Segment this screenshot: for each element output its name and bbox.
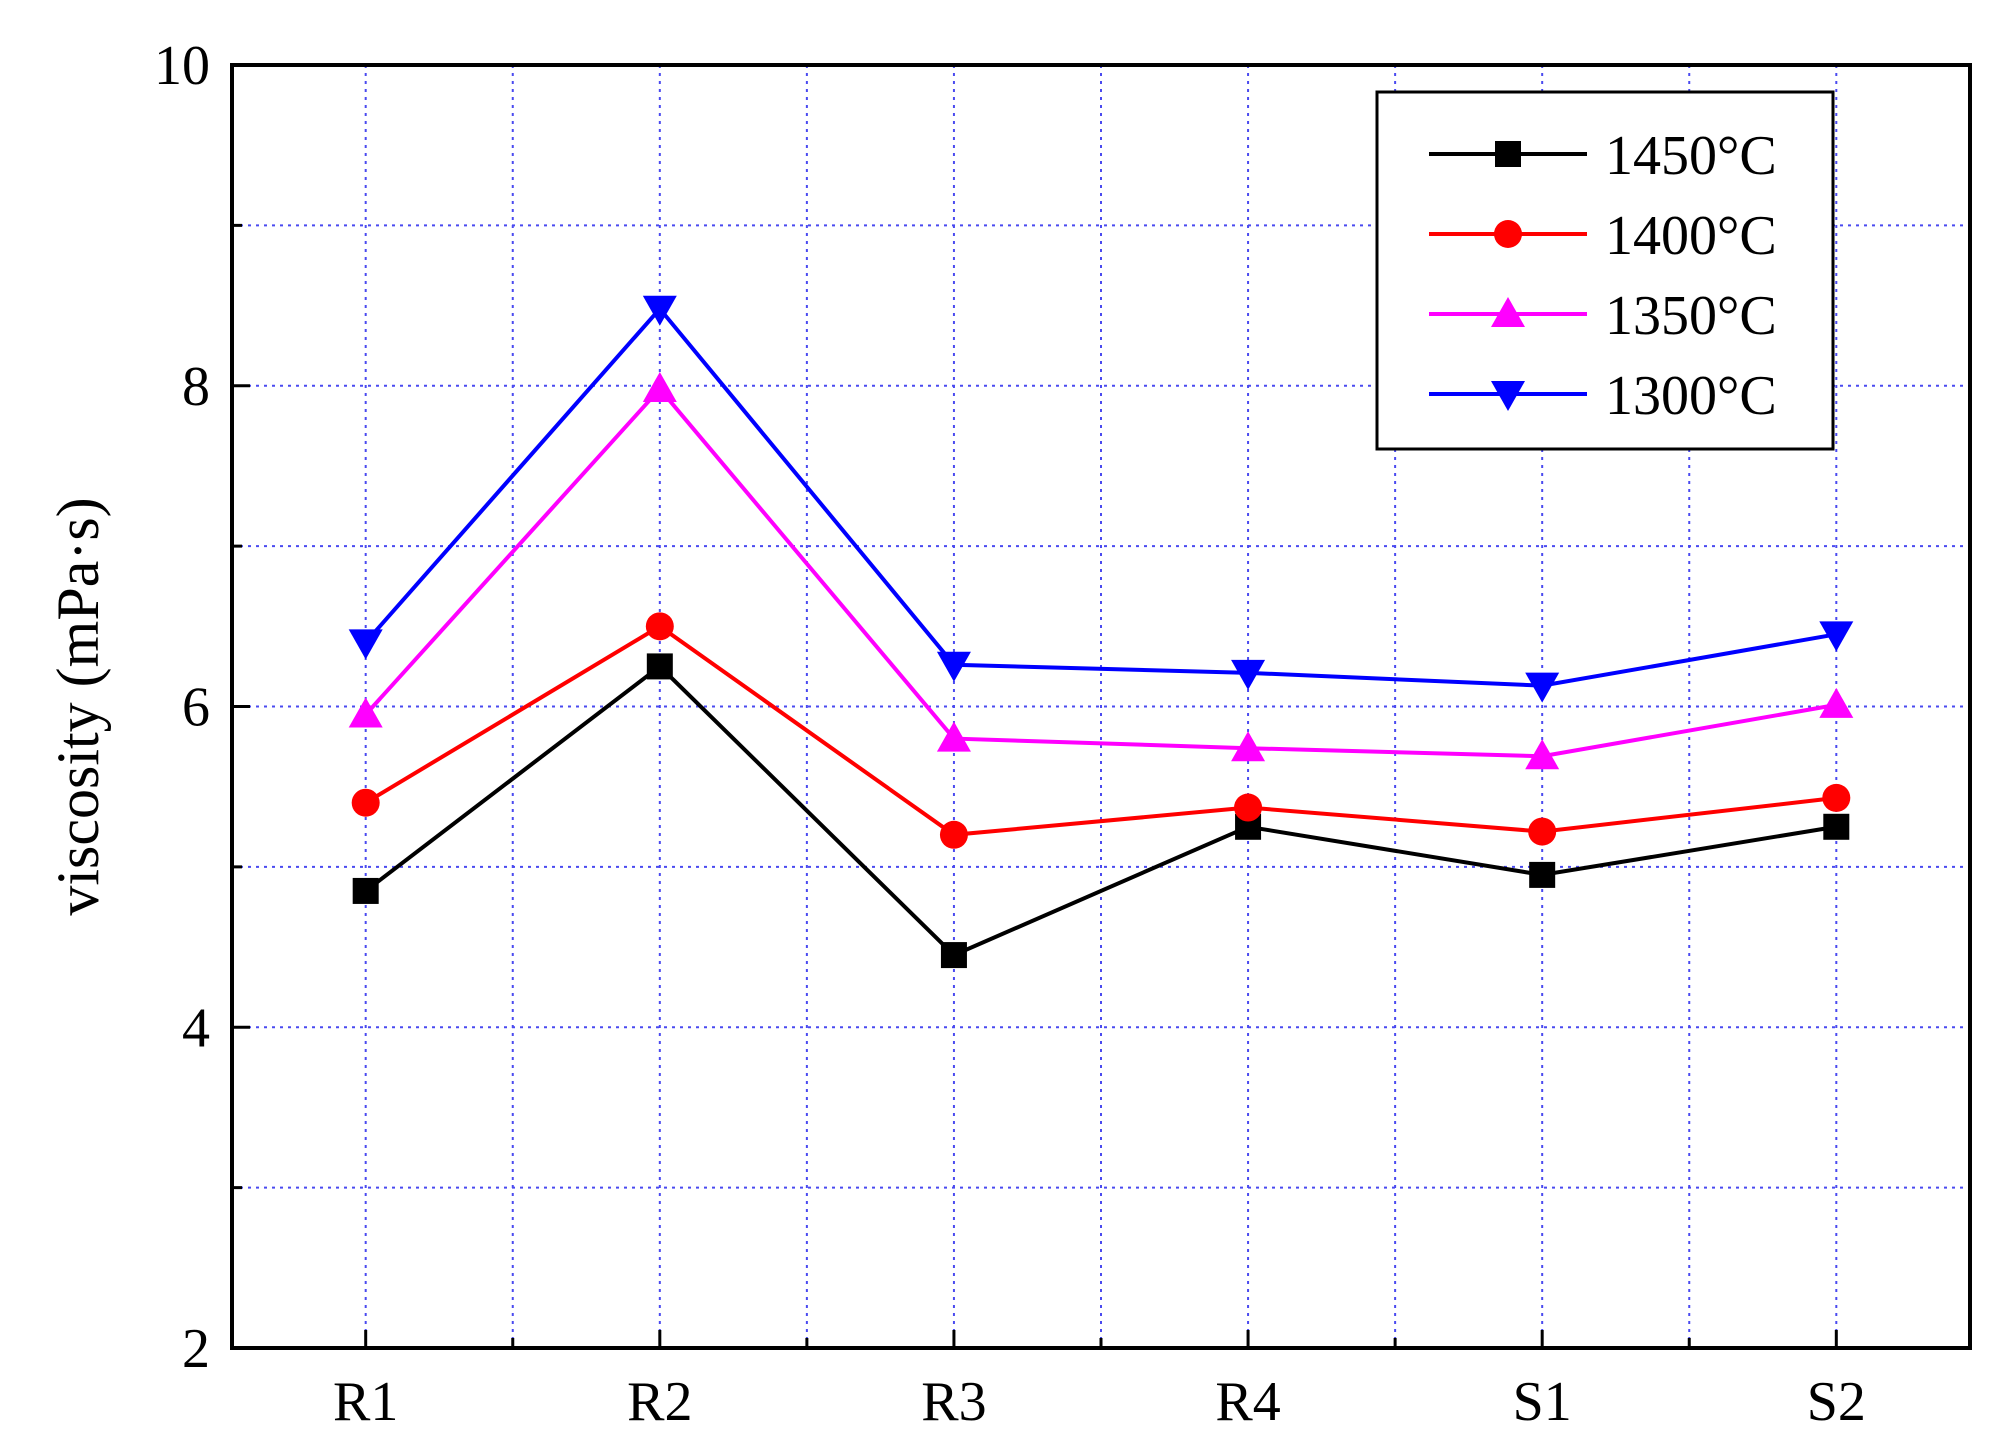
series-line [364,623,1837,837]
data-point [1823,813,1850,840]
y-tick-label: 10 [154,35,210,97]
legend-label: 1400°C [1605,205,1777,267]
data-point [1819,687,1854,718]
legend: 1450°C 1400°C 1350°C 1300°C [1375,90,1835,451]
grid [232,64,1970,1349]
series-line [364,385,1837,759]
series-3 [348,295,1854,703]
x-tick-label: S1 [1513,1371,1572,1433]
legend-item: 1300°C [1429,365,1777,427]
legend-label: 1350°C [1605,285,1777,347]
data-point [1525,739,1560,770]
data-point [642,295,677,326]
x-tick-label: S2 [1807,1371,1866,1433]
data-point [1234,793,1263,822]
legend-item: 1350°C [1429,285,1777,347]
x-tick-label: R1 [333,1371,398,1433]
data-point [645,612,674,641]
data-point [348,697,383,728]
legend-label: 1300°C [1605,365,1777,427]
data-point [936,651,971,682]
legend-marker [1491,297,1525,327]
series-line [364,305,1837,688]
y-tick-label: 2 [182,1318,210,1380]
data-point [646,653,673,680]
y-tick-label: 4 [182,997,210,1059]
data-point [1528,817,1557,846]
data-point [1231,731,1266,762]
data-point [348,629,383,660]
y-axis-title: viscosity (mPa·s) [45,497,111,915]
data-point [1529,861,1556,888]
data-point [1231,659,1266,690]
legend-label: 1450°C [1605,125,1777,187]
data-point [1822,783,1851,812]
series-layer [348,295,1854,969]
data-point [936,721,971,752]
data-point [1819,621,1854,652]
y-tick-label: 6 [182,677,210,739]
data-point [939,820,968,849]
legend-marker [1491,381,1525,411]
x-tick-label: R2 [627,1371,692,1433]
x-tick-label: R4 [1215,1371,1280,1433]
legend-item: 1450°C [1429,125,1777,187]
data-point [352,877,379,904]
data-point [351,788,380,817]
series-2 [348,371,1854,770]
axis-ticks: R1 R2 R3 R4 S1 S2 2 4 6 8 10 [154,35,1866,1433]
legend-marker [1495,141,1521,167]
legend-box [1375,90,1835,451]
data-point [642,371,677,402]
series-0 [352,653,1850,969]
data-point [940,942,967,969]
series-line [364,663,1837,958]
series-1 [351,612,1851,849]
data-point [1525,672,1560,703]
y-tick-label: 8 [182,356,210,418]
x-tick-label: R3 [921,1371,986,1433]
legend-item: 1400°C [1429,205,1777,267]
legend-marker [1494,220,1522,248]
